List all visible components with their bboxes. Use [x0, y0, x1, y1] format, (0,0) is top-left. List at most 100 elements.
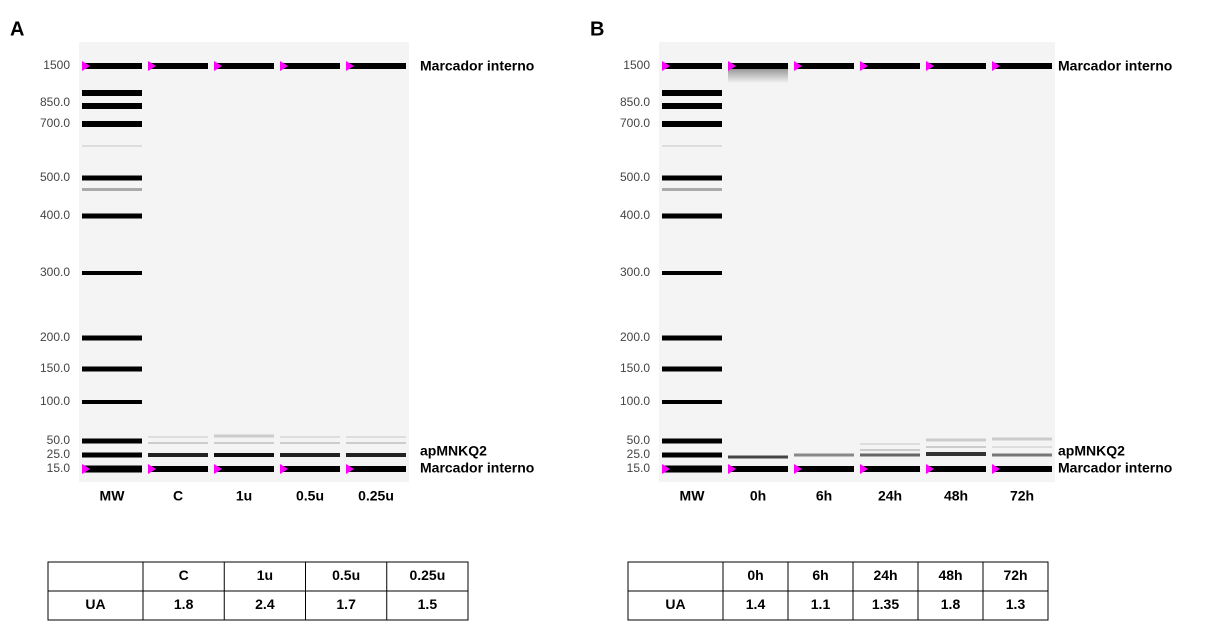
table-value: 1.8	[941, 596, 961, 612]
ladder-label: 100.0	[620, 394, 650, 408]
band	[926, 439, 986, 442]
ladder-label: 150.0	[620, 361, 650, 375]
panel-label: A	[10, 18, 24, 40]
ladder-label: 700.0	[40, 116, 70, 130]
row-label: UA	[85, 596, 105, 612]
gel-lane	[211, 42, 277, 482]
ladder-label: 100.0	[40, 394, 70, 408]
band	[82, 90, 142, 96]
marker-band	[148, 466, 208, 472]
lane-label: C	[173, 488, 183, 504]
band	[214, 453, 274, 457]
annotation: apMNKQ2	[420, 443, 487, 459]
marker-band	[860, 63, 920, 69]
band	[662, 400, 722, 404]
ladder-label: 700.0	[620, 116, 650, 130]
gel-lane	[725, 42, 791, 482]
ladder-label: 1500	[623, 58, 650, 72]
band	[662, 63, 722, 69]
row-label: UA	[665, 596, 685, 612]
band	[82, 176, 142, 181]
band	[926, 452, 986, 456]
ladder-label: 25.0	[47, 447, 71, 461]
table-value: 1.5	[418, 596, 438, 612]
lane-label: 6h	[816, 488, 832, 504]
ladder-label: 50.0	[47, 433, 71, 447]
table-value: 1.4	[746, 596, 766, 612]
ladder-label: 500.0	[620, 170, 650, 184]
band	[662, 439, 722, 444]
band	[662, 176, 722, 181]
band	[794, 454, 854, 457]
annotation: apMNKQ2	[1058, 443, 1125, 459]
lane-label: 0h	[750, 488, 766, 504]
lane-label: 0.5u	[296, 488, 324, 504]
band	[728, 456, 788, 459]
table-value: 1.7	[336, 596, 356, 612]
marker-band	[728, 466, 788, 472]
band	[148, 453, 208, 457]
band	[346, 453, 406, 457]
marker-band	[346, 466, 406, 472]
ladder-label: 15.0	[627, 461, 651, 475]
table-header: 6h	[812, 567, 828, 583]
lane-label: 0.25u	[358, 488, 394, 504]
band	[662, 336, 722, 341]
ladder-label: 50.0	[627, 433, 651, 447]
marker-band	[280, 63, 340, 69]
marker-band	[728, 63, 788, 69]
band	[992, 438, 1052, 441]
band	[280, 442, 340, 444]
lane-label: 24h	[878, 488, 902, 504]
table-header: 0.5u	[332, 567, 360, 583]
marker-band	[346, 63, 406, 69]
gel-lane	[343, 42, 409, 482]
gel-lane	[989, 42, 1055, 482]
ladder-label: 300.0	[40, 265, 70, 279]
band	[82, 121, 142, 127]
gel-lane	[145, 42, 211, 482]
panel-label: B	[590, 18, 604, 40]
band	[662, 214, 722, 219]
marker-band	[926, 63, 986, 69]
ladder-label: 850.0	[620, 95, 650, 109]
band	[346, 442, 406, 444]
page: A1500850.0700.0500.0400.0300.0200.0150.0…	[0, 0, 1206, 621]
ladder-label: 1500	[43, 58, 70, 72]
marker-band	[148, 63, 208, 69]
band	[280, 436, 340, 438]
table-header: 1u	[257, 567, 273, 583]
band	[860, 449, 920, 451]
band	[82, 63, 142, 69]
table-value: 1.1	[811, 596, 831, 612]
annotation: Marcador interno	[420, 58, 534, 74]
ladder-label: 15.0	[47, 461, 71, 475]
band	[82, 271, 142, 275]
band	[662, 453, 722, 458]
panel: A1500850.0700.0500.0400.0300.0200.0150.0…	[10, 18, 534, 620]
band	[148, 436, 208, 438]
table-value: 2.4	[255, 596, 275, 612]
table-value: 1.35	[872, 596, 899, 612]
band	[662, 466, 722, 473]
lane-label: MW	[680, 488, 706, 504]
band	[82, 453, 142, 458]
marker-band	[992, 466, 1052, 472]
ladder-label: 400.0	[620, 208, 650, 222]
table-header: 72h	[1003, 567, 1027, 583]
band	[148, 442, 208, 444]
band	[662, 188, 722, 191]
band	[82, 336, 142, 341]
band	[214, 442, 274, 444]
smear	[728, 69, 788, 83]
band	[662, 103, 722, 109]
band	[926, 446, 986, 448]
marker-band	[926, 466, 986, 472]
gel-lane	[277, 42, 343, 482]
table-header: C	[179, 567, 189, 583]
table-header: 0.25u	[409, 567, 445, 583]
band	[992, 454, 1052, 457]
lane-label: 48h	[944, 488, 968, 504]
marker-band	[794, 466, 854, 472]
ladder-label: 500.0	[40, 170, 70, 184]
